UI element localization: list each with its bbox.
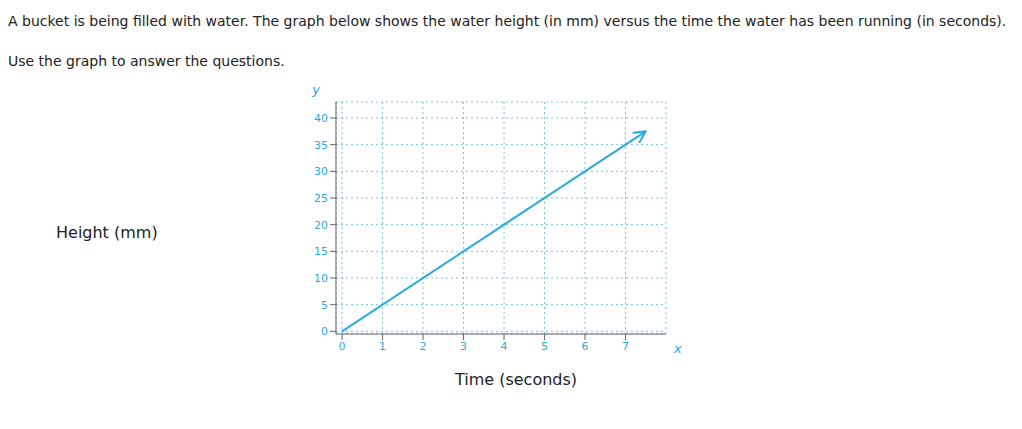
svg-text:2: 2 xyxy=(420,340,427,353)
svg-text:0: 0 xyxy=(339,340,346,353)
svg-text:3: 3 xyxy=(460,340,467,353)
svg-text:20: 20 xyxy=(314,219,328,232)
svg-text:35: 35 xyxy=(314,139,328,152)
svg-text:4: 4 xyxy=(501,340,508,353)
svg-text:x: x xyxy=(673,341,682,356)
svg-text:1: 1 xyxy=(379,340,386,353)
html-text:Time (seconds): Time (seconds) xyxy=(454,370,578,389)
svg-text:25: 25 xyxy=(314,192,328,205)
svg-text:40: 40 xyxy=(314,112,328,125)
svg-text:30: 30 xyxy=(314,165,328,178)
svg-text:5: 5 xyxy=(321,299,328,312)
html-text:Height (mm): Height (mm) xyxy=(56,223,158,242)
svg-text:7: 7 xyxy=(622,340,629,353)
svg-text:y: y xyxy=(311,82,320,97)
html-text:Use the graph to answer the qu: Use the graph to answer the questions. xyxy=(8,53,285,69)
svg-text:0: 0 xyxy=(321,325,328,338)
svg-text:10: 10 xyxy=(314,272,328,285)
html-text:A bucket is being filled with: A bucket is being filled with water. The… xyxy=(8,13,1007,29)
svg-text:5: 5 xyxy=(541,340,548,353)
svg-text:15: 15 xyxy=(314,245,328,258)
svg-text:6: 6 xyxy=(582,340,589,353)
